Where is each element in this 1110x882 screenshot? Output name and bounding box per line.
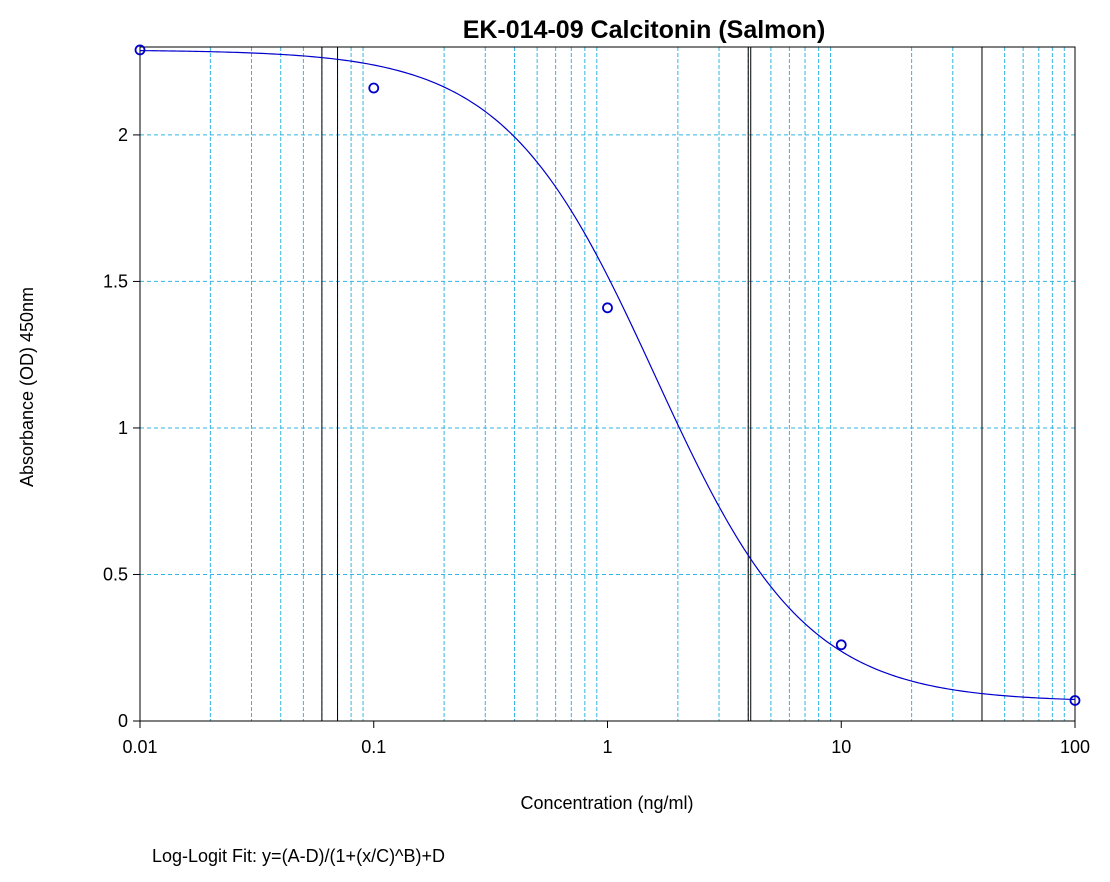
data-points	[134, 44, 1081, 706]
data-point	[1069, 695, 1081, 706]
y-tick-label: 0	[118, 711, 128, 731]
x-tick-label: 10	[831, 737, 851, 757]
y-tick-label: 0.5	[103, 564, 128, 584]
chart-title: EK-014-09 Calcitonin (Salmon)	[463, 16, 826, 44]
data-point	[134, 44, 146, 56]
axis-ticks: 0.01 0.1 1 10 100 0 0.5 1 1.5 2	[103, 125, 1090, 757]
y-tick-label: 1.5	[103, 271, 128, 291]
data-point	[602, 302, 613, 314]
x-axis-label: Concentration (ng/ml)	[520, 793, 693, 813]
x-tick-label: 1	[602, 737, 612, 757]
data-point	[368, 82, 380, 94]
y-tick-label: 1	[118, 418, 128, 438]
gridlines	[140, 47, 1075, 721]
reference-lines	[321, 47, 983, 721]
x-tick-label: 0.1	[361, 737, 386, 757]
x-tick-label: 0.01	[122, 737, 157, 757]
y-axis-label: Absorbance (OD) 450nm	[17, 287, 37, 487]
fit-equation: Log-Logit Fit: y=(A-D)/(1+(x/C)^B)+D	[152, 846, 445, 866]
data-point	[835, 639, 847, 651]
y-tick-label: 2	[118, 125, 128, 145]
fit-curve	[139, 50, 1076, 701]
x-tick-label: 100	[1060, 737, 1090, 757]
